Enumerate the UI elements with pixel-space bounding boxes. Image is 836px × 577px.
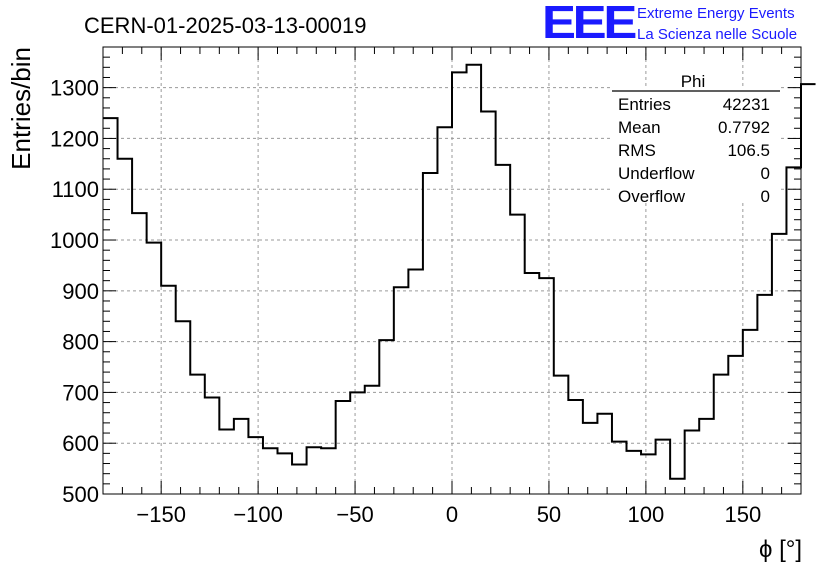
histogram-bin xyxy=(685,431,700,494)
stats-row-value: 42231 xyxy=(723,95,770,114)
histogram-bin xyxy=(743,330,758,494)
y-tick-label: 900 xyxy=(62,279,99,304)
histogram-bin xyxy=(772,234,787,494)
histogram-bin xyxy=(437,127,452,494)
histogram-bin xyxy=(147,243,162,494)
y-tick-label: 700 xyxy=(62,380,99,405)
stats-rows: Entries 42231 Mean 0.7792 RMS 106.5 Underflow 0… xyxy=(618,95,770,206)
logo-line2: La Scienza nelle Scuole xyxy=(637,26,797,43)
y-axis-label: Entries/bin xyxy=(6,47,36,170)
x-tick-label: −50 xyxy=(336,502,373,527)
x-tick-label: 150 xyxy=(724,502,761,527)
stats-row-label: RMS xyxy=(618,141,656,160)
histogram-bin xyxy=(321,448,336,494)
logo-line1: Extreme Energy Events xyxy=(637,5,795,22)
stats-row-label: Overflow xyxy=(618,187,686,206)
histogram-bin xyxy=(278,453,293,494)
histogram-bin xyxy=(394,287,409,494)
stats-box: Phi Entries 42231 Mean 0.7792 RMS 106.5 Underf… xyxy=(612,72,780,206)
histogram-bin xyxy=(583,423,598,494)
histogram-bin xyxy=(205,397,220,494)
histogram-bin xyxy=(757,295,772,494)
stats-title: Phi xyxy=(681,72,706,91)
stats-box-background xyxy=(612,86,780,203)
histogram-bin xyxy=(714,375,729,494)
histogram-bin xyxy=(219,429,234,494)
stats-row-label: Mean xyxy=(618,118,661,137)
histogram-bin xyxy=(234,419,249,494)
y-tick-label: 1300 xyxy=(50,76,99,101)
histogram-bin xyxy=(525,273,540,494)
histogram-bin xyxy=(336,401,351,494)
histogram-bin xyxy=(118,159,133,494)
stats-row-value: 0 xyxy=(761,187,770,206)
histogram-bin xyxy=(641,454,656,494)
y-tick-label: 600 xyxy=(62,431,99,456)
chart-title: CERN-01-2025-03-13-00019 xyxy=(84,13,367,38)
histogram-bin xyxy=(597,414,612,494)
histogram-bin xyxy=(539,278,554,494)
histogram-bin xyxy=(307,447,322,494)
x-tick-label: −100 xyxy=(233,502,283,527)
x-tick-label: 100 xyxy=(628,502,665,527)
histogram-bin xyxy=(103,118,118,494)
tick-layer xyxy=(102,46,802,495)
x-axis-label: ϕ [°] xyxy=(759,536,802,563)
data-layer xyxy=(103,63,816,494)
histogram-bin xyxy=(176,321,191,494)
histogram-bin xyxy=(452,72,467,494)
histogram-bin xyxy=(350,392,365,494)
histogram-bin xyxy=(132,213,147,494)
y-tick-label: 800 xyxy=(62,330,99,355)
histogram-bin xyxy=(292,465,307,494)
x-tick-label: −150 xyxy=(136,502,186,527)
y-tick-label: 1000 xyxy=(50,228,99,253)
histogram-bin xyxy=(190,375,205,494)
histogram-bin xyxy=(554,376,569,494)
y-tick-label: 500 xyxy=(62,482,99,507)
x-tick-label: 0 xyxy=(446,502,458,527)
histogram-bin xyxy=(699,419,714,494)
stats-row-value: 0 xyxy=(761,164,770,183)
histogram-bin xyxy=(627,451,642,494)
histogram-line xyxy=(103,63,816,480)
label-layer: −150 −100 −50 0 50 100 150 500 600 700 800 900 1000 1… xyxy=(50,76,761,527)
histogram-bin xyxy=(161,286,176,494)
histogram-bin xyxy=(728,356,743,494)
histogram-bin xyxy=(423,173,438,494)
histogram-bin xyxy=(656,440,671,494)
logo-mark: EEE xyxy=(542,0,635,48)
eee-logo: EEE Extreme Energy Events La Scienza nel… xyxy=(542,0,797,48)
histogram-bin xyxy=(670,479,685,494)
stats-row-label: Underflow xyxy=(618,164,695,183)
histogram-bin xyxy=(568,400,583,494)
y-tick-label: 1200 xyxy=(50,126,99,151)
histogram-bin xyxy=(510,215,525,494)
stats-row-value: 0.7792 xyxy=(718,118,770,137)
histogram-bin xyxy=(365,386,380,494)
x-tick-label: 50 xyxy=(537,502,561,527)
stats-row-label: Entries xyxy=(618,95,671,114)
y-tick-label: 1100 xyxy=(52,177,99,202)
histogram-bin xyxy=(467,65,482,494)
histogram-bin xyxy=(379,340,394,494)
histogram-bin xyxy=(248,437,263,494)
histogram-bin xyxy=(786,167,801,494)
histogram-bin xyxy=(801,84,816,494)
stats-row-value: 106.5 xyxy=(727,141,770,160)
histogram-bin xyxy=(263,448,278,494)
histogram-bin xyxy=(408,269,423,494)
histogram-bin xyxy=(481,112,496,494)
histogram-bin xyxy=(612,442,627,494)
histogram-bin xyxy=(496,165,511,494)
